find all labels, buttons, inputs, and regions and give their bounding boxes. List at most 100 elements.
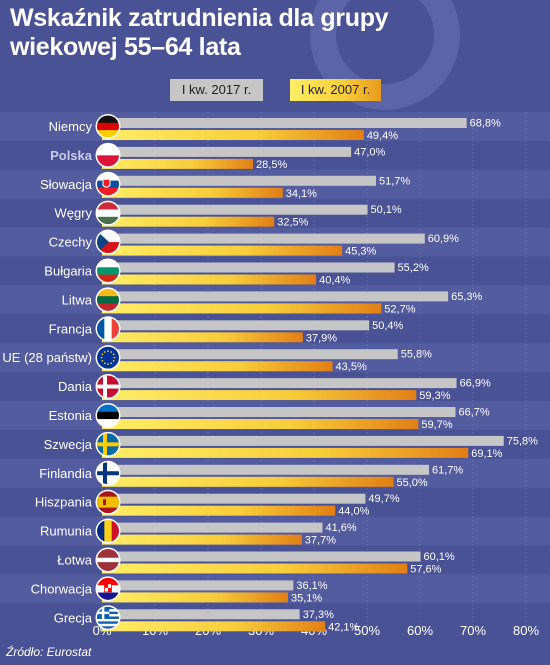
bar-2007 [102,390,417,401]
bar-2017 [102,435,504,446]
hungary-flag [95,200,121,226]
legend-2007: I kw. 2007 r. [290,79,381,101]
bar-2007 [102,361,333,372]
bar-2017 [102,320,370,331]
value-label-2007: 57,6% [410,564,441,576]
bar-2017 [102,407,456,417]
greece-flag [95,605,121,631]
value-label-2017: 49,7% [368,493,399,505]
bar-2017 [102,175,377,186]
poland-flag [95,142,121,168]
category-label: Węgry [54,206,92,221]
x-tick-label: 70% [460,623,486,638]
category-label: Estonia [49,408,93,423]
category-label: Chorwacja [31,581,93,596]
category-label: Bułgaria [44,263,92,278]
category-label: UE (28 państw) [2,350,92,365]
sweden-flag [95,431,121,457]
bar-2007 [102,447,469,458]
finland-flag [95,460,121,486]
bar-2017 [102,493,366,504]
bar-2007 [102,534,302,545]
x-tick-label: 80% [513,623,539,638]
bar-2017 [102,349,398,360]
value-label-2007: 55,0% [397,477,428,489]
bar-2007 [102,130,364,140]
category-label: Litwa [62,292,93,307]
value-label-2017: 36,1% [296,580,327,592]
bar-2007 [102,592,289,603]
value-label-2017: 47,0% [354,146,385,158]
background-ring [310,0,460,110]
bar-2017 [102,378,457,389]
value-label-2017: 61,7% [432,464,463,476]
value-label-2017: 50,1% [371,204,402,216]
eu-flag [95,345,121,371]
bar-2007 [102,332,303,343]
bar-2007 [102,245,343,256]
bar-2017 [102,522,323,533]
bar-2007 [102,505,336,516]
category-label: Hiszpania [35,495,93,510]
czechia-flag [95,229,121,255]
category-label: Czechy [49,235,93,250]
bar-2007 [102,563,408,574]
bar-2017 [102,580,294,591]
category-label: Szwecja [44,437,93,452]
value-label-2007: 59,7% [421,419,452,431]
value-label-2007: 37,9% [306,332,337,344]
bar-2017 [102,291,449,302]
category-label: Polska [50,148,93,163]
value-label-2007: 49,4% [367,130,398,142]
value-label-2017: 41,6% [325,522,356,534]
value-label-2017: 37,3% [303,609,334,621]
bar-2007 [102,187,283,198]
value-label-2007: 37,7% [305,535,336,547]
chart-title: Wskaźnik zatrudnienia dla grupy wiekowej… [10,4,389,62]
bar-2007 [102,303,382,314]
bar-2017 [102,233,425,244]
value-label-2017: 68,8% [470,118,501,130]
value-label-2017: 50,4% [372,320,403,332]
value-label-2007: 69,1% [471,448,502,460]
bar-2017 [102,551,421,562]
value-label-2007: 40,4% [319,275,350,287]
category-label: Francja [49,321,93,336]
value-label-2017: 60,1% [424,551,455,563]
bar-2007 [102,216,275,227]
denmark-flag [95,374,121,400]
value-label-2007: 45,3% [345,246,376,258]
croatia-flag [95,576,121,602]
value-label-2007: 34,1% [286,188,317,200]
category-label: Słowacja [40,177,93,192]
value-label-2017: 66,7% [459,407,490,419]
value-label-2017: 75,8% [507,435,538,447]
bulgaria-flag [95,258,121,284]
category-label: Łotwa [57,552,92,567]
bar-2007 [102,621,326,632]
legend-2017: I kw. 2017 r. [170,79,263,101]
x-tick-label: 50% [354,623,380,638]
bar-2017 [102,262,395,273]
germany-flag [95,113,121,139]
slovakia-flag [95,171,121,197]
france-flag [95,316,121,342]
bar-2017 [102,609,300,620]
value-label-2007: 42,1% [328,621,359,633]
x-tick-label: 60% [407,623,433,638]
value-label-2017: 55,8% [401,349,432,361]
category-label: Finlandia [39,466,93,481]
spain-flag [95,489,121,515]
value-label-2007: 44,0% [338,506,369,518]
romania-flag [95,518,121,544]
bar-2017 [102,146,352,157]
lithuania-flag [95,287,121,313]
bar-2007 [102,419,419,429]
value-label-2017: 65,3% [451,291,482,303]
value-label-2007: 59,3% [419,390,450,402]
bar-2007 [102,476,394,487]
value-label-2007: 32,5% [277,217,308,229]
bar-2007 [102,274,317,285]
